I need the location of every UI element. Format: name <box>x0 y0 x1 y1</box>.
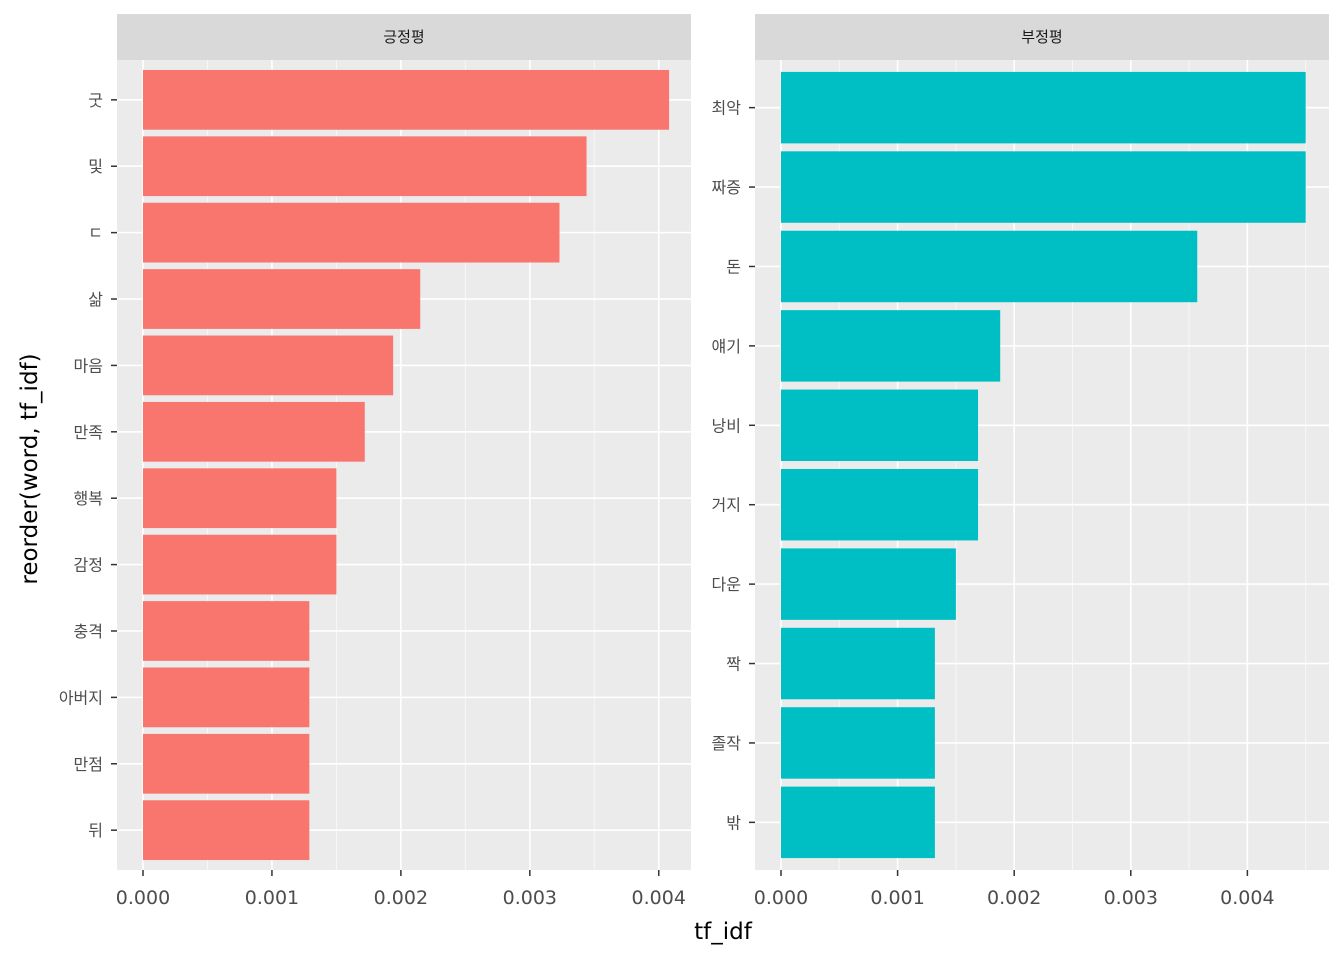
y-tick-label: 뒤 <box>88 821 103 840</box>
y-tick-label: 마음 <box>74 356 103 375</box>
bar-만점 <box>143 733 310 794</box>
bar-굿 <box>143 69 670 130</box>
facet-strip-label: 부정평 <box>1021 28 1062 46</box>
y-tick-label: 거지 <box>712 496 741 515</box>
x-tick-label: 0.003 <box>1104 887 1158 909</box>
y-tick-label: 만족 <box>74 423 103 442</box>
bar-삶 <box>143 269 421 329</box>
y-tick-label: 및 <box>88 157 103 176</box>
bar-졸작 <box>781 707 935 779</box>
bar-거지 <box>781 468 979 541</box>
bar-짝 <box>781 627 935 700</box>
bar-및 <box>143 136 587 197</box>
bar-돈 <box>781 230 1198 303</box>
bar-ㄷ <box>143 202 560 263</box>
bar-최악 <box>781 71 1306 144</box>
x-tick-label: 0.003 <box>503 887 557 909</box>
y-tick-label: 굿 <box>88 91 103 110</box>
y-tick-label: 감정 <box>74 556 103 575</box>
x-tick-label: 0.004 <box>1220 887 1274 909</box>
y-tick-label: 최악 <box>712 99 742 118</box>
x-tick-label: 0.001 <box>870 887 924 909</box>
y-tick-label: 밖 <box>726 813 741 832</box>
x-tick-label: 0.000 <box>116 887 170 909</box>
facet-strip <box>117 14 691 60</box>
y-tick-label: 충격 <box>74 622 103 641</box>
bar-낭비 <box>781 389 979 462</box>
y-tick-label: 짜증 <box>712 178 741 197</box>
x-tick-label: 0.002 <box>374 887 428 909</box>
y-tick-label: 졸작 <box>712 734 742 753</box>
bar-밖 <box>781 786 935 859</box>
x-tick-label: 0.002 <box>987 887 1041 909</box>
y-tick-label: 행복 <box>74 489 103 508</box>
bar-충격 <box>143 601 310 661</box>
bar-아버지 <box>143 667 310 728</box>
y-tick-label: 삶 <box>88 290 103 309</box>
y-tick-label: 만점 <box>74 755 103 774</box>
facet-strip-label: 긍정평 <box>383 28 424 46</box>
bar-얘기 <box>781 310 1001 382</box>
bar-감정 <box>143 534 337 595</box>
y-tick-label: 다운 <box>712 575 741 594</box>
x-tick-label: 0.004 <box>632 887 686 909</box>
y-tick-label: ㄷ <box>88 224 103 243</box>
bar-마음 <box>143 335 394 396</box>
y-axis-title: reorder(word, tf_idf) <box>17 353 43 584</box>
y-tick-label: 짝 <box>726 655 741 674</box>
x-axis-title: tf_idf <box>694 919 753 945</box>
y-tick-label: 아버지 <box>59 688 103 707</box>
x-tick-label: 0.000 <box>754 887 808 909</box>
y-tick-label: 얘기 <box>712 337 741 356</box>
bar-만족 <box>143 401 365 462</box>
bar-행복 <box>143 468 337 529</box>
bar-짜증 <box>781 151 1306 223</box>
facet-strip <box>755 14 1329 60</box>
x-tick-label: 0.001 <box>245 887 299 909</box>
y-tick-label: 낭비 <box>712 416 741 435</box>
bar-뒤 <box>143 800 310 861</box>
bar-다운 <box>781 548 956 620</box>
y-tick-label: 돈 <box>726 257 741 276</box>
